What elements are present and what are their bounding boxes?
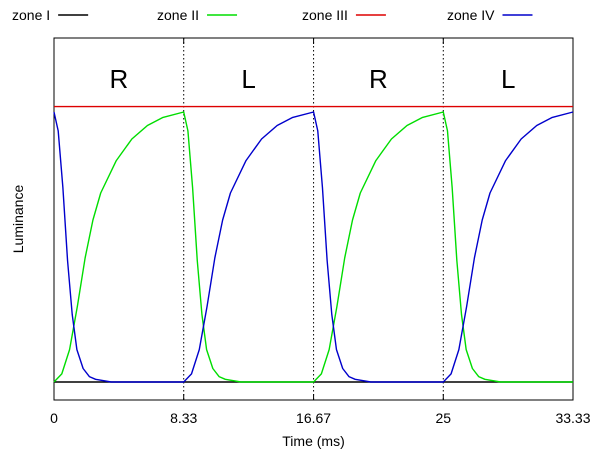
legend-label-2: zone II <box>157 7 199 23</box>
phase-label-2: L <box>241 64 255 94</box>
series-line-zone-iv <box>53 111 574 383</box>
legend-label-1: zone I <box>12 7 50 23</box>
x-tick-label-4: 25 <box>435 410 451 426</box>
x-tick-label-3: 16.67 <box>296 410 331 426</box>
x-axis-ticks: 0 8.33 16.67 25 33.33 <box>50 38 591 426</box>
x-tick-label-5: 33.33 <box>555 410 590 426</box>
phase-label-3: R <box>369 64 388 94</box>
x-tick-label-2: 8.33 <box>170 410 197 426</box>
phase-label-1: R <box>110 64 129 94</box>
phase-dividers <box>183 38 444 400</box>
legend: zone I zone II zone III zone IV <box>12 7 533 23</box>
y-axis-title: Luminance <box>10 185 26 254</box>
phase-label-4: L <box>501 64 515 94</box>
x-axis-title: Time (ms) <box>282 433 344 449</box>
x-tick-label-1: 0 <box>50 410 58 426</box>
legend-label-3: zone III <box>302 7 348 23</box>
legend-label-4: zone IV <box>447 7 495 23</box>
series-lines <box>53 105 574 383</box>
